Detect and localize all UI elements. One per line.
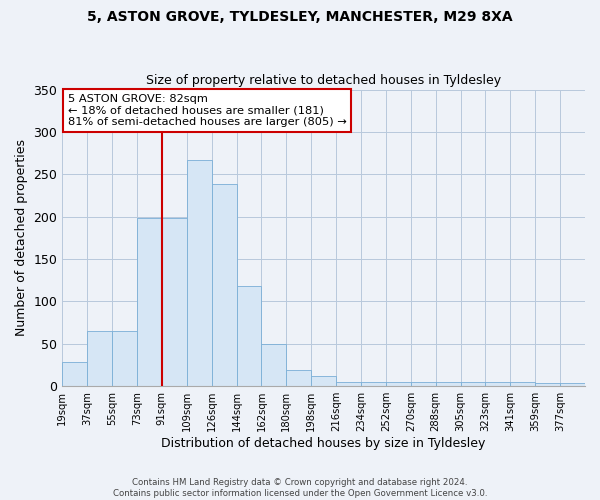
Bar	[62, 362, 87, 386]
Bar	[485, 382, 511, 386]
Bar	[236, 286, 262, 386]
Bar	[436, 382, 461, 386]
Bar	[535, 383, 560, 386]
Bar	[262, 344, 286, 386]
Bar	[137, 218, 162, 386]
Bar	[511, 382, 535, 386]
Bar	[87, 331, 112, 386]
Y-axis label: Number of detached properties: Number of detached properties	[15, 140, 28, 336]
Bar	[361, 382, 386, 386]
Bar	[336, 382, 361, 386]
Bar	[187, 160, 212, 386]
Bar	[286, 370, 311, 386]
Bar	[461, 382, 485, 386]
Text: 5 ASTON GROVE: 82sqm
← 18% of detached houses are smaller (181)
81% of semi-deta: 5 ASTON GROVE: 82sqm ← 18% of detached h…	[68, 94, 346, 127]
Text: 5, ASTON GROVE, TYLDESLEY, MANCHESTER, M29 8XA: 5, ASTON GROVE, TYLDESLEY, MANCHESTER, M…	[87, 10, 513, 24]
Bar	[311, 376, 336, 386]
Bar	[212, 184, 236, 386]
Text: Contains HM Land Registry data © Crown copyright and database right 2024.
Contai: Contains HM Land Registry data © Crown c…	[113, 478, 487, 498]
Bar	[411, 382, 436, 386]
Bar	[560, 383, 585, 386]
Bar	[112, 331, 137, 386]
X-axis label: Distribution of detached houses by size in Tyldesley: Distribution of detached houses by size …	[161, 437, 486, 450]
Title: Size of property relative to detached houses in Tyldesley: Size of property relative to detached ho…	[146, 74, 501, 87]
Bar	[386, 382, 411, 386]
Bar	[162, 218, 187, 386]
